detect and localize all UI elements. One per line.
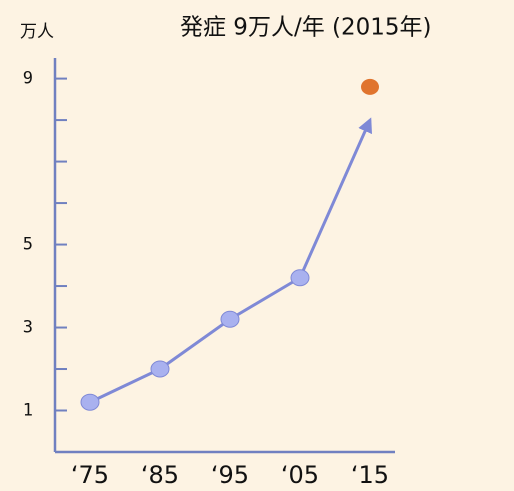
point [150,360,170,378]
x-tick-label: ‘85 [141,461,179,489]
y-tick-label: 3 [23,318,33,338]
point [361,78,379,95]
annotation: 発症 9万人/年 (2015年) [180,15,431,41]
y-unit: 万人 [20,22,54,42]
y-tick-label: 9 [23,69,33,89]
x-tick-label: ‘05 [281,461,319,489]
x-tick-label: ‘95 [211,461,249,489]
y-tick-label: 5 [23,235,33,255]
line [89,117,372,404]
point [220,310,240,328]
point [80,393,100,411]
point [290,269,310,287]
y-tick-label: 1 [23,401,33,421]
x-tick-label: ‘15 [351,461,389,489]
x-tick-label: ‘75 [71,461,109,489]
